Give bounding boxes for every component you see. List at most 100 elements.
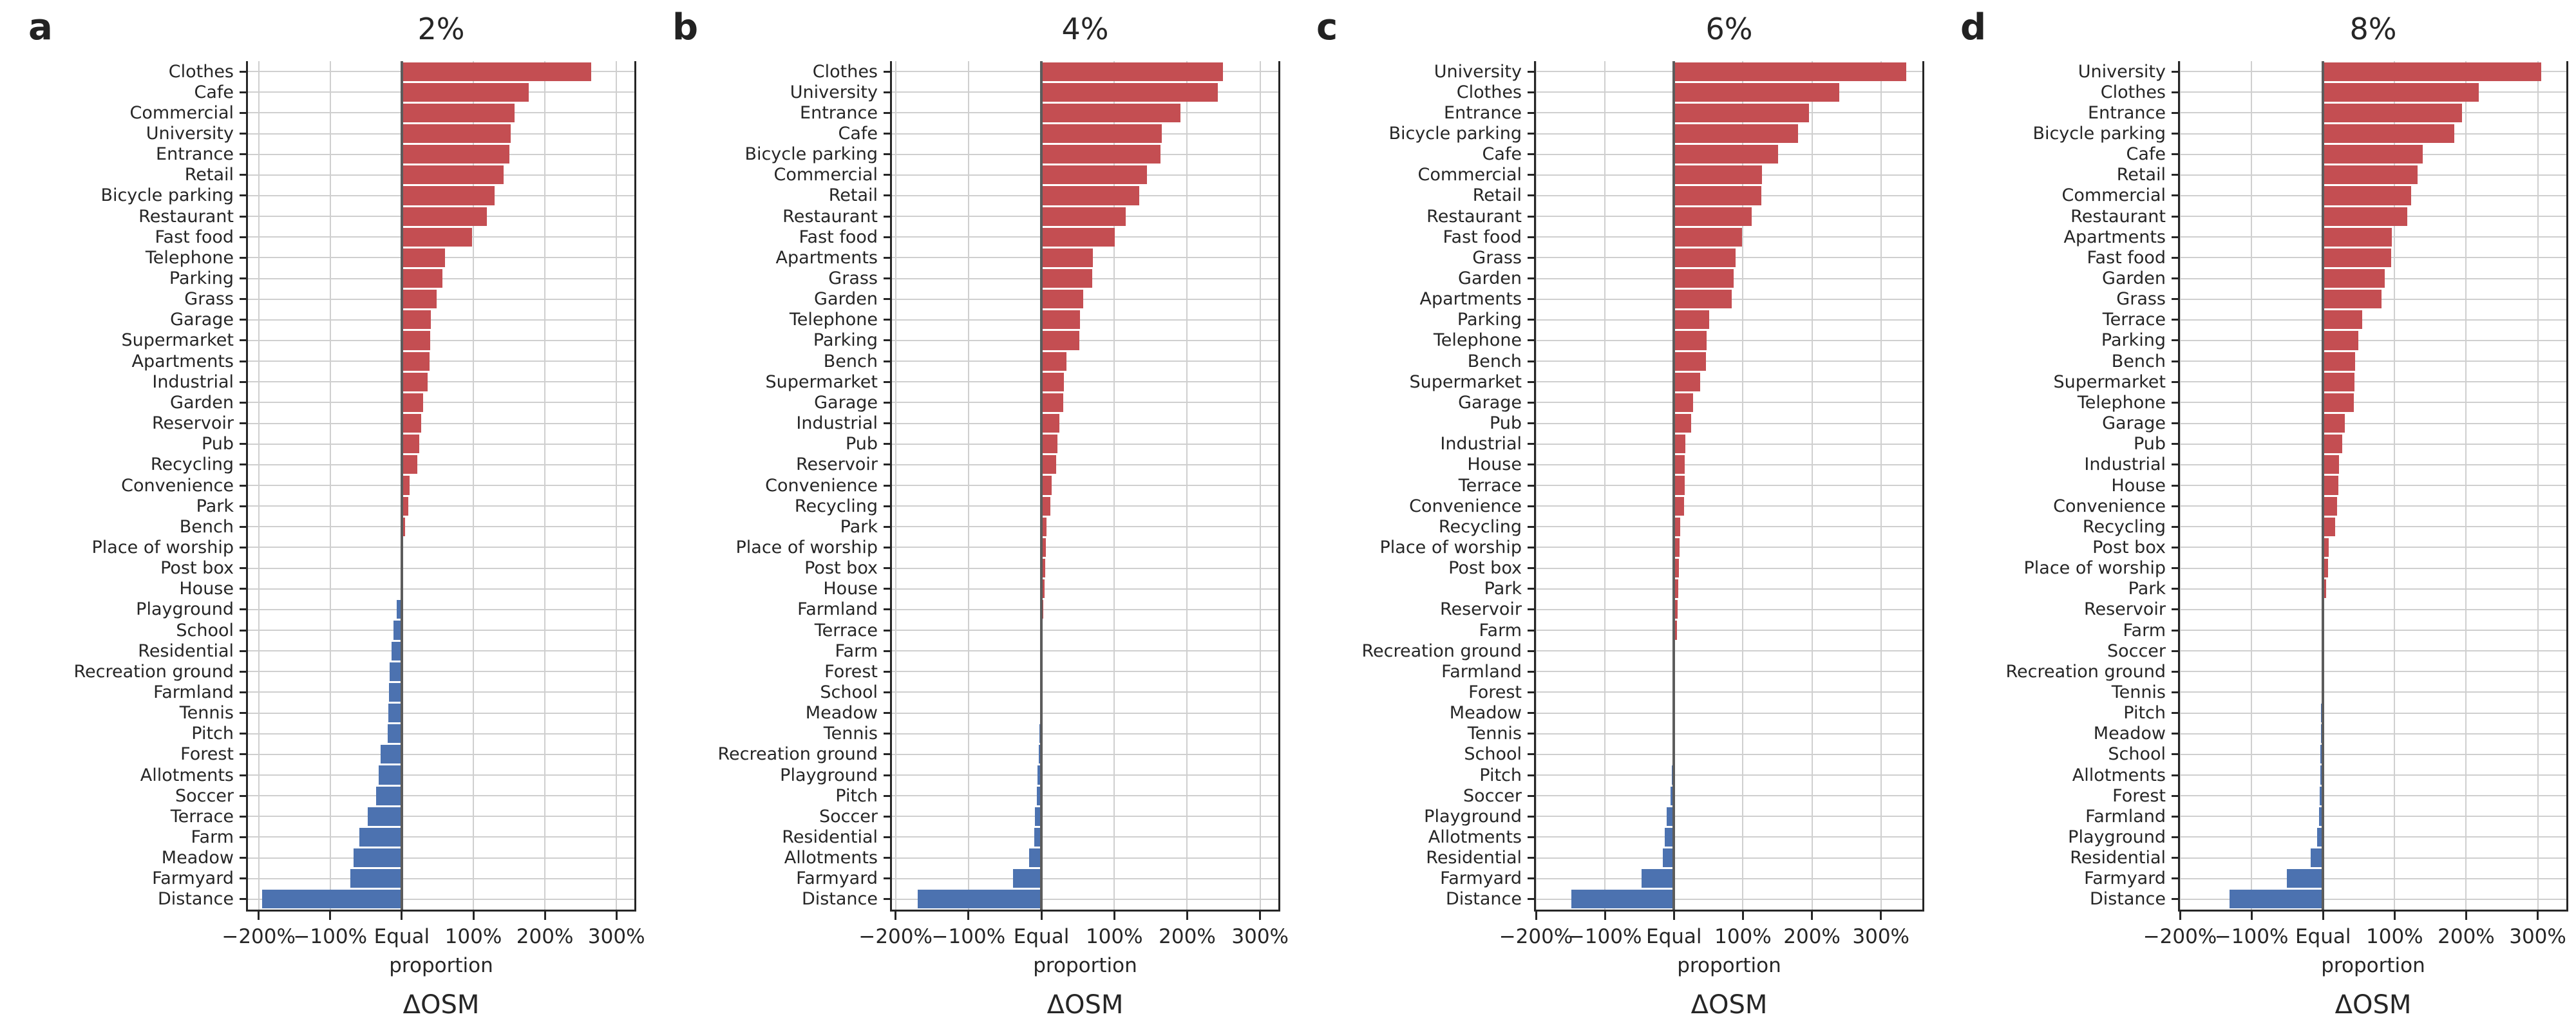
gridline-horizontal [1536,712,1922,714]
gridline-horizontal [2180,485,2566,486]
bar-negative [917,890,1042,909]
gridline-horizontal [2180,774,2566,776]
y-axis-tick [1528,753,1536,756]
x-tick-label: −100% [293,925,368,948]
y-axis-label: Soccer [1463,785,1522,806]
gridline-horizontal [1536,339,1922,341]
y-axis-tick [240,670,248,673]
bar-negative [1665,827,1674,847]
y-axis-label: Reservoir [2083,599,2166,620]
gridline-horizontal [2180,671,2566,673]
y-axis-label: School [1464,744,1522,765]
bar-positive [2323,124,2454,144]
y-axis-tick [1528,505,1536,507]
y-axis-label: Supermarket [121,330,234,351]
y-axis-tick [240,898,248,901]
y-axis-label: Reservoir [795,454,878,475]
gridline-horizontal [248,774,634,776]
x-tick-label: 200% [1159,925,1216,948]
gridline-horizontal [892,816,1278,818]
bar-negative [1034,807,1042,826]
y-axis-tick [1528,236,1536,238]
gridline-horizontal [892,381,1278,383]
y-axis-tick [240,277,248,280]
bar-positive [2323,559,2328,578]
gridline-horizontal [892,774,1278,776]
y-axis-tick [240,91,248,93]
y-axis-tick [2172,712,2180,715]
y-axis-label: Place of worship [2023,558,2166,579]
y-axis-tick [1528,153,1536,156]
y-axis-tick [2172,629,2180,632]
y-axis-tick [884,360,892,362]
bar-negative [397,600,402,619]
y-axis-label: Residential [2070,848,2166,868]
y-axis-label: Commercial [773,165,878,185]
panel-b: b 4% −200% −100% Equal 100% 200% 300% Clothes U… [644,0,1289,1030]
bar-positive [1041,248,1094,267]
gridline-horizontal [2180,339,2566,341]
y-axis-tick [884,505,892,507]
y-axis-label: Post box [160,558,234,579]
y-axis-tick [2172,298,2180,301]
bar-positive [1674,248,1736,267]
y-axis-label: Parking [2101,330,2166,351]
y-axis-tick [2172,525,2180,528]
y-axis-label: Supermarket [765,371,878,392]
x-tick-label: Equal [2295,925,2351,948]
y-axis-label: Garden [814,289,878,310]
y-axis-label: Restaurant [138,206,234,227]
x-tick-label: 300% [587,925,645,948]
y-axis-tick [1528,174,1536,176]
gridline-horizontal [1536,733,1922,735]
x-axis-tick [2537,910,2539,920]
bar-negative [1034,827,1042,847]
x-axis-tick [615,910,618,920]
panel-title: 8% [2349,12,2397,46]
y-axis-label: Bicycle parking [744,144,878,165]
gridline-horizontal [1536,795,1922,797]
y-axis-label: Place of worship [91,537,234,557]
y-axis-tick [240,546,248,548]
y-axis-tick [1528,111,1536,114]
bar-positive [1041,145,1160,164]
y-axis-tick [2172,111,2180,114]
bar-negative [1670,786,1674,805]
bar-negative [2317,827,2324,847]
y-axis-tick [1528,857,1536,859]
y-axis-label: Pitch [2123,703,2166,724]
bar-negative [2311,848,2324,868]
x-tick-label: −100% [931,925,1006,948]
gridline-horizontal [248,422,634,424]
y-axis-label: Convenience [2053,496,2166,516]
y-axis-tick [240,484,248,487]
y-axis-tick [884,194,892,197]
y-axis-tick [2172,857,2180,859]
bar-positive [1674,621,1677,640]
gridline-horizontal [2180,795,2566,797]
x-axis-tick [472,910,475,920]
y-axis-label: Reservoir [1439,599,1522,620]
x-axis-note: ΔOSM [1690,990,1768,1020]
gridline-horizontal [892,360,1278,362]
y-axis-label: University [146,124,234,144]
gridline-horizontal [1536,360,1922,362]
y-axis-label: Recreation ground [73,661,234,682]
bar-positive [401,517,406,536]
bar-negative [1663,848,1674,868]
x-axis-tick [329,910,332,920]
y-axis-label: Garage [1458,392,1522,413]
y-axis-label: Pub [201,434,234,454]
y-axis-tick [240,380,248,383]
gridline-horizontal [1536,464,1922,465]
bar-positive [401,62,592,81]
gridline-horizontal [892,485,1278,486]
y-axis-tick [1528,360,1536,362]
y-axis-label: Playground [2068,827,2166,847]
y-axis-tick [1528,794,1536,797]
y-axis-tick [884,588,892,590]
y-axis-label: Retail [184,165,234,185]
bar-positive [1674,268,1734,288]
y-axis-tick [2172,215,2180,218]
